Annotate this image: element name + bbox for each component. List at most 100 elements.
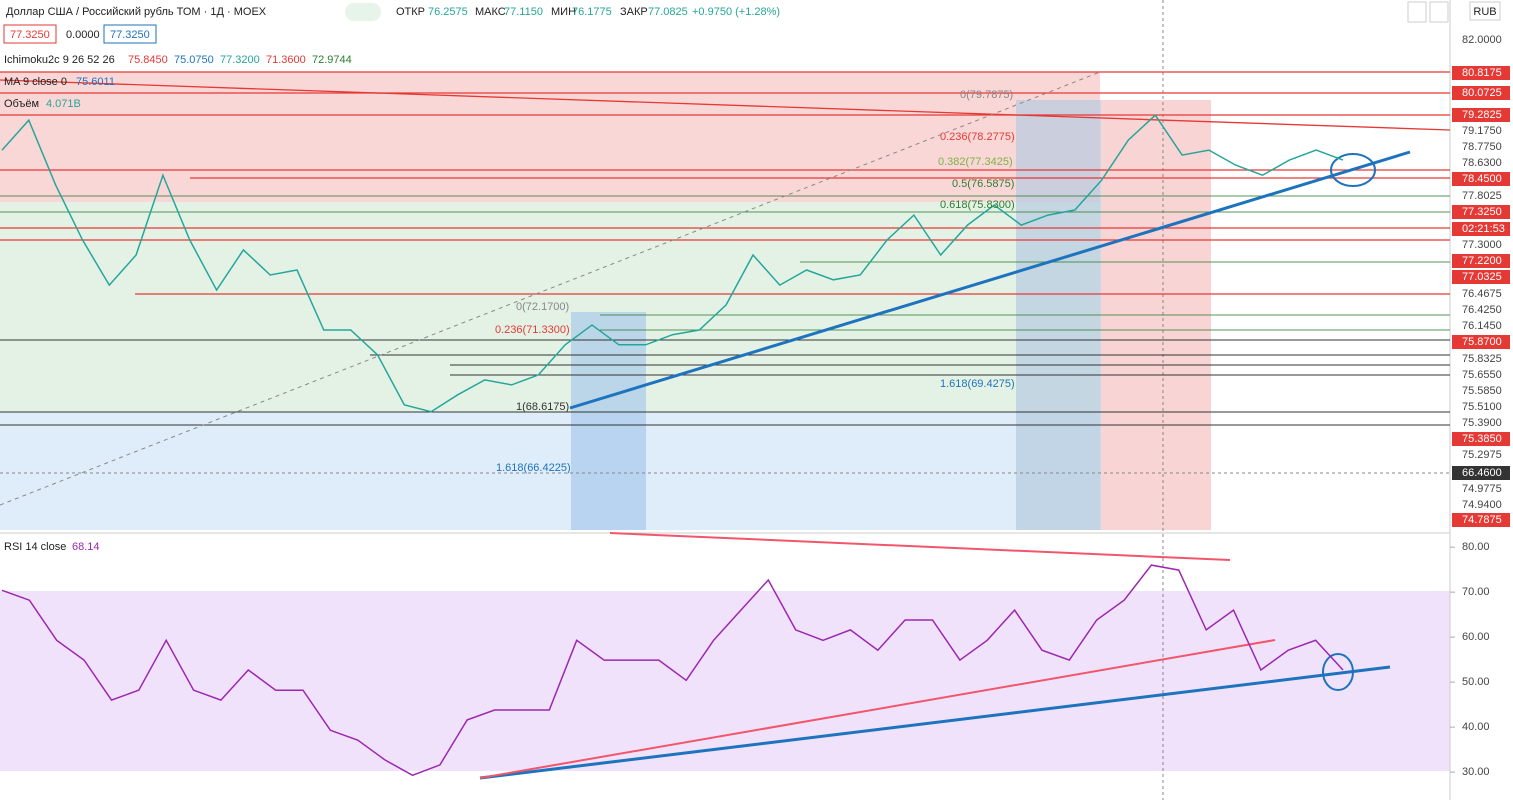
fib-label: 0.382(77.3425)	[938, 156, 1013, 168]
currency: RUB	[1473, 6, 1496, 18]
price-axis-label: 80.8175	[1462, 67, 1502, 79]
price-axis-label: 79.2825	[1462, 109, 1502, 121]
fib-label: 0.618(75.8300)	[940, 199, 1015, 211]
rsi-axis-label: 60.00	[1462, 631, 1490, 643]
price-axis-label: 77.3000	[1462, 239, 1502, 251]
axis-label-bg	[1452, 513, 1510, 527]
value: 76.2575	[428, 6, 468, 18]
header: Доллар США / Российский рубль ТОМ · 1Д ·…	[3, 1, 1501, 553]
axis-label-bg	[1452, 466, 1510, 480]
price-axis-label: 02:21:53	[1462, 223, 1505, 235]
price-axis-label: 76.4250	[1462, 304, 1502, 316]
price-box[interactable]	[103, 24, 157, 44]
fib-label: 1.618(66.4225)	[496, 462, 571, 474]
circle-note	[1322, 653, 1354, 691]
fib-label: 0.236(71.3300)	[495, 324, 570, 336]
indicator-name: MA 9 close 0	[4, 76, 67, 88]
axis-label-bg	[1452, 222, 1510, 236]
value: 76.1775	[572, 6, 612, 18]
price-pane	[1, 114, 1344, 413]
price-axis-label: 80.0725	[1462, 87, 1502, 99]
price-axis-label: 77.0325	[1462, 271, 1502, 283]
fib-trend	[0, 71, 1101, 506]
rsi-axis-label: 40.00	[1462, 721, 1490, 733]
price-axis-label: 76.1450	[1462, 320, 1502, 332]
price-axis-label: 77.2200	[1462, 255, 1502, 267]
blue-zone	[0, 412, 1100, 530]
price-axis-label: 82.0000	[1462, 34, 1502, 46]
symbol: Доллар США / Российский рубль ТОМ · 1Д ·…	[6, 6, 267, 18]
price-box-text: 77.3250	[110, 29, 150, 41]
button[interactable]	[1429, 1, 1449, 23]
value: 77.0825	[648, 6, 688, 18]
price-axis-label: 75.6550	[1462, 369, 1502, 381]
red-zone	[0, 72, 1100, 202]
fib-label: 1(68.6175)	[516, 401, 569, 413]
indicator-value: 4.071B	[46, 98, 81, 110]
rsi-axis-label: 50.00	[1462, 676, 1490, 688]
button[interactable]	[1407, 1, 1427, 23]
price-axis-label: 78.6300	[1462, 157, 1502, 169]
label: ОТКР	[396, 6, 425, 18]
indicator-value: 75.0750	[174, 54, 214, 66]
price-box-text: 77.3250	[10, 29, 50, 41]
price-axis-label: 77.8025	[1462, 190, 1502, 202]
fib-label: 0(72.1700)	[516, 301, 569, 313]
circle-note	[1330, 153, 1376, 187]
price-axis-label: 75.8325	[1462, 353, 1502, 365]
price-axis-label: 76.4675	[1462, 288, 1502, 300]
label: ЗАКР	[620, 6, 648, 18]
label: МАКС	[475, 6, 506, 18]
indicator-value: 75.8450	[128, 54, 168, 66]
status-badge[interactable]	[345, 3, 381, 21]
fib-labels: 0(79.7875) 0.236(78.2775) 0.382(77.3425)…	[495, 89, 1015, 474]
fib-label: 0(79.7875)	[960, 89, 1013, 101]
rsi-band	[0, 591, 1450, 771]
indicator-name: RSI 14 close	[4, 541, 66, 553]
axis-label-bg	[1452, 254, 1510, 268]
price-axis-label: 74.9775	[1462, 483, 1502, 495]
axis-label-bg	[1452, 205, 1510, 219]
price-box[interactable]	[3, 24, 57, 44]
price_chart-line	[1, 114, 1344, 413]
price-axis-label: 66.4600	[1462, 467, 1502, 479]
price-axis-label: 78.4500	[1462, 173, 1502, 185]
fib-label: 0.5(76.5875)	[952, 178, 1014, 190]
rsi-pane: 80.00 70.00 60.00 50.00 40.00 30.00	[1, 541, 1490, 778]
spread: 0.0000	[66, 29, 100, 41]
indicator-value: 77.3200	[220, 54, 260, 66]
trend-line	[569, 150, 1411, 410]
axis-label-bg	[1452, 86, 1510, 100]
green-zone	[0, 202, 1100, 412]
indicator-value: 71.3600	[266, 54, 306, 66]
indicator-value: 68.14	[72, 541, 100, 553]
trend-line	[479, 639, 1276, 779]
levels	[0, 339, 1450, 426]
levels	[0, 71, 1451, 295]
axis-label-bg	[1452, 108, 1510, 122]
change: +0.9750 (+1.28%)	[692, 6, 780, 18]
rsi-axis-label: 70.00	[1462, 586, 1490, 598]
price-axis-label: 75.5100	[1462, 401, 1502, 413]
rsi_chart-line	[1, 564, 1344, 777]
rsi-axis-label: 80.00	[1462, 541, 1490, 553]
indicator-name: Ichimoku2c 9 26 52 26	[4, 54, 115, 66]
currency-button[interactable]	[1469, 1, 1501, 21]
rsi-axis-label: 30.00	[1462, 766, 1490, 778]
indicator-name: Объём	[4, 98, 39, 110]
range-box	[571, 312, 646, 530]
price-axis-label: 79.1750	[1462, 125, 1502, 137]
fib-label: 0.236(78.2775)	[940, 131, 1015, 143]
price-axis-label: 75.2975	[1462, 449, 1502, 461]
axis-label-bg	[1452, 66, 1510, 80]
label: МИН	[551, 6, 576, 18]
price-axis-label: 75.8700	[1462, 336, 1502, 348]
axis-label-bg	[1452, 432, 1510, 446]
price-axis-label: 77.3250	[1462, 206, 1502, 218]
axis-label-bg	[1452, 270, 1510, 284]
value: 77.1150	[504, 6, 543, 18]
trend-line	[609, 532, 1231, 561]
price-axis-label: 75.5850	[1462, 385, 1502, 397]
indicator-value: 72.9744	[312, 54, 352, 66]
price-axis-label: 78.7750	[1462, 141, 1502, 153]
